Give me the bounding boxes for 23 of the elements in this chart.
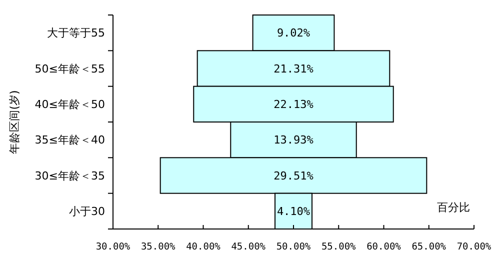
y-tick-label: 小于30 bbox=[69, 205, 105, 218]
y-tick-label: 30≤年龄＜35 bbox=[34, 169, 105, 182]
x-tick-label: 60.00% bbox=[366, 241, 402, 252]
x-tick-label: 55.00% bbox=[321, 241, 356, 252]
y-axis-title: 年龄区间(岁) bbox=[8, 90, 21, 154]
x-axis-title: 百分比 bbox=[437, 201, 470, 214]
data-label: 21.31% bbox=[274, 62, 314, 76]
data-label: 13.93% bbox=[274, 134, 314, 147]
x-tick-label: 45.00% bbox=[231, 241, 266, 252]
data-label: 9.02% bbox=[276, 26, 310, 40]
y-tick-label: 40≤年龄＜50 bbox=[34, 98, 105, 112]
data-label: 22.13% bbox=[274, 98, 314, 112]
data-label: 4.10% bbox=[276, 205, 310, 218]
x-tick-label: 70.00% bbox=[456, 241, 492, 252]
x-tick-label: 50.00% bbox=[276, 241, 311, 252]
x-tick-label: 65.00% bbox=[412, 241, 446, 252]
x-tick-label: 35.00% bbox=[140, 241, 176, 252]
x-tick-label: 30.00% bbox=[96, 241, 130, 252]
x-tick-label: 40.00% bbox=[186, 241, 221, 252]
y-tick-label: 大于等于55 bbox=[47, 26, 105, 40]
data-label: 29.51% bbox=[274, 169, 314, 182]
y-tick-label: 35≤年龄＜40 bbox=[34, 134, 105, 147]
y-tick-label: 50≤年龄＜55 bbox=[34, 62, 105, 76]
